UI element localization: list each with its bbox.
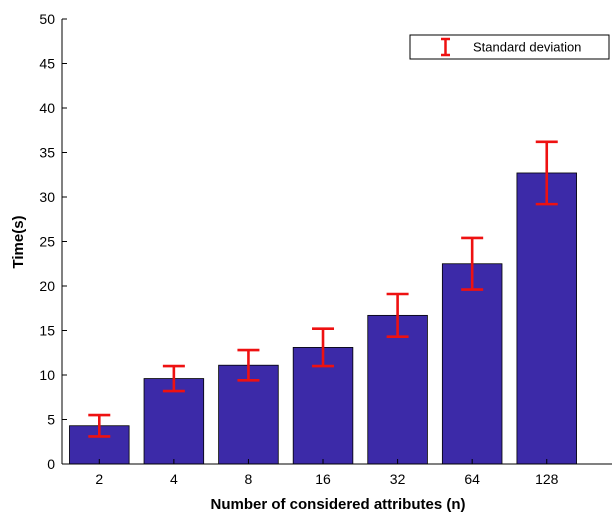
legend-error-symbol xyxy=(441,37,450,57)
error-bars-layer xyxy=(88,140,558,438)
x-tick-label-32: 32 xyxy=(390,471,406,487)
x-axis-title: Number of considered attributes (n) xyxy=(210,496,465,513)
y-tick-label-15: 15 xyxy=(39,323,55,339)
error-bar-8 xyxy=(237,348,260,382)
legend-label: Standard deviation xyxy=(473,40,581,55)
x-tick-label-16: 16 xyxy=(315,471,331,487)
y-tick-label-30: 30 xyxy=(39,189,55,205)
error-bar-4 xyxy=(162,364,185,393)
axes-layer xyxy=(61,18,612,465)
error-bar-16 xyxy=(312,327,335,368)
error-bar-2 xyxy=(88,413,111,438)
y-tick-label-35: 35 xyxy=(39,145,55,161)
bars-layer xyxy=(69,172,577,465)
tick-labels-layer: 2 4 8 16 32 64 128 0 5 10 15 20 25 30 35 40 45 50 xyxy=(39,11,558,487)
x-tick-label-128: 128 xyxy=(535,471,559,487)
y-axis-title: Time(s) xyxy=(10,215,27,268)
bar-4 xyxy=(143,378,205,465)
x-tick-label-4: 4 xyxy=(170,471,178,487)
y-tick-label-50: 50 xyxy=(39,11,55,27)
x-tick-label-2: 2 xyxy=(95,471,103,487)
x-tick-label-64: 64 xyxy=(464,471,480,487)
bar-128 xyxy=(516,172,577,465)
y-tick-label-25: 25 xyxy=(39,234,55,250)
error-bar-32 xyxy=(386,292,409,339)
error-bar-128 xyxy=(535,140,558,206)
y-tick-label-40: 40 xyxy=(39,100,55,116)
y-tick-label-45: 45 xyxy=(39,56,55,72)
y-tick-label-20: 20 xyxy=(39,278,55,294)
legend: Standard deviation xyxy=(409,34,610,60)
y-tick-label-0: 0 xyxy=(47,456,55,472)
y-tick-label-10: 10 xyxy=(39,367,55,383)
bar-64 xyxy=(441,263,503,465)
error-bar-64 xyxy=(461,236,484,291)
bar-32 xyxy=(367,314,428,465)
x-tick-label-8: 8 xyxy=(245,471,253,487)
y-tick-label-5: 5 xyxy=(47,412,55,428)
